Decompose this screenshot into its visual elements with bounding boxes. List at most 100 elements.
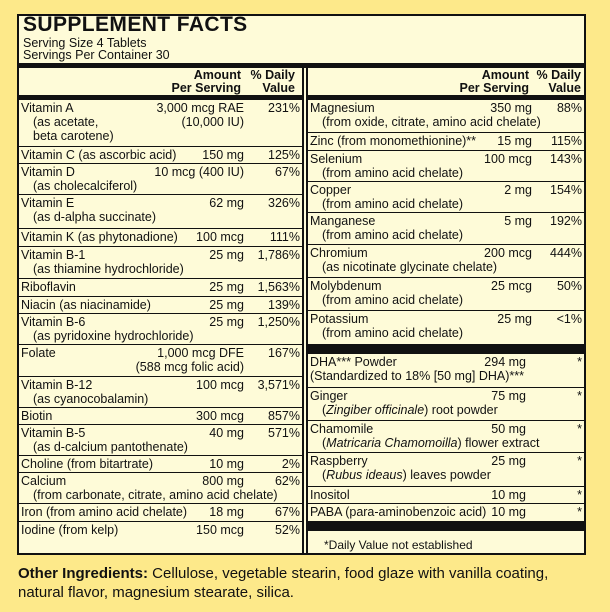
amount-per-serving: 62 mg <box>209 196 244 210</box>
amount-per-serving: 100 mcg <box>196 230 244 244</box>
nutrient-row: Potassium (from amino acid chelate) 25 mg <… <box>308 310 584 344</box>
nutrient-name: Manganese <box>310 214 376 228</box>
amount-per-serving: 25 mg <box>209 248 244 262</box>
nutrient-source: (from oxide, citrate, amino acid chelate… <box>322 115 541 129</box>
daily-value: 143% <box>550 152 582 166</box>
plant-part: ) flower extract <box>457 436 540 450</box>
amount-per-serving: 5 mg <box>504 214 532 228</box>
nutrient-row: Chamomile (Matricaria Chamomoilla) flower… <box>308 420 584 452</box>
nutrient-row: Vitamin C (as ascorbic acid) 150 mg 125% <box>19 146 302 163</box>
daily-value: 231% <box>268 101 300 115</box>
nutrient-name: Molybdenum <box>310 279 382 293</box>
amount-per-serving: 40 mg <box>209 426 244 440</box>
nutrient-name: Folate <box>21 346 56 360</box>
footnote: *Daily Value not established <box>324 538 473 552</box>
nutrient-name: Raspberry <box>310 454 368 468</box>
nutrient-source: (from carbonate, citrate, amino acid che… <box>33 488 278 502</box>
daily-value: * <box>577 389 582 403</box>
daily-value: <1% <box>556 312 582 326</box>
nutrient-name: Vitamin B-6 <box>21 315 86 329</box>
amount-per-serving: 75 mg <box>491 389 526 403</box>
daily-value: 1,250% <box>257 315 300 329</box>
nutrient-source: (as cyanocobalamin) <box>33 392 149 406</box>
amount-per-serving: 294 mg <box>484 355 526 369</box>
amount-per-serving: 50 mg <box>491 422 526 436</box>
nutrient-source: (as d-alpha succinate) <box>33 210 156 224</box>
amount-secondary: (588 mcg folic acid) <box>135 360 244 374</box>
nutrient-source: (from amino acid chelate) <box>322 166 464 180</box>
amount-per-serving: 10 mg <box>491 505 526 519</box>
nutrient-name: Vitamin K (as phytonadione) <box>21 230 178 244</box>
nutrient-source: (as acetate, <box>33 115 99 129</box>
amount-per-serving: 10 mg <box>209 457 244 471</box>
nutrient-name: Vitamin E <box>21 196 75 210</box>
amount-per-serving: 25 mg <box>497 312 532 326</box>
nutrient-source: (as thiamine hydrochloride) <box>33 262 184 276</box>
nutrient-row: Vitamin D (as cholecalciferol) 10 mcg (400… <box>19 163 302 194</box>
daily-value: 2% <box>281 457 300 471</box>
daily-value: 1,786% <box>257 248 300 262</box>
right-amount-header: Amount Per Serving <box>459 68 529 95</box>
nutrient-source: (from amino acid chelate) <box>322 197 464 211</box>
nutrient-source: (as cholecalciferol) <box>33 179 138 193</box>
nutrient-name: Biotin <box>21 409 53 423</box>
amount-per-serving: 25 mg <box>491 454 526 468</box>
amount-per-serving: 150 mcg <box>196 523 244 537</box>
nutrient-row: Choline (from bitartrate) 10 mg 2% <box>19 455 302 472</box>
nutrient-row: Ginger (Zingiber officinale) root powder 7… <box>308 387 584 420</box>
daily-value: 167% <box>268 346 300 360</box>
supplement-facts-panel: SUPPLEMENT FACTS Serving Size 4 Tablets … <box>17 14 586 555</box>
nutrient-row: Copper (from amino acid chelate) 2 mg 154% <box>308 181 584 212</box>
daily-value: 67% <box>274 505 300 519</box>
nutrient-row: Vitamin E (as d-alpha succinate) 62 mg 326% <box>19 194 302 228</box>
nutrient-name: Zinc (from monomethionine)** <box>310 134 477 148</box>
nutrient-source: (Standardized to 18% [50 mg] DHA)*** <box>310 369 524 383</box>
nutrient-row: Vitamin B-6 (as pyridoxine hydrochloride)… <box>19 313 302 344</box>
nutrient-row: PABA (para-aminobenzoic acid) 10 mg * <box>308 503 584 521</box>
amount-per-serving: 25 mg <box>209 280 244 294</box>
daily-value: 139% <box>268 298 300 312</box>
amount-per-serving: 25 mcg <box>491 279 532 293</box>
servings-per-container: Servings Per Container 30 <box>23 48 170 62</box>
amount-per-serving: 100 mcg <box>484 152 532 166</box>
plant-part: ) root powder <box>424 403 498 417</box>
daily-value: 1,563% <box>257 280 300 294</box>
nutrient-name: Vitamin D <box>21 165 75 179</box>
nutrient-row: Chromium (as nicotinate glycinate chelate… <box>308 244 584 277</box>
bottom-separator-bar <box>308 521 584 531</box>
amount-per-serving: 1,000 mcg DFE <box>157 346 244 360</box>
nutrient-row: Folate 1,000 mcg DFE (588 mcg folic acid) 1… <box>19 344 302 376</box>
amount-per-serving: 18 mg <box>209 505 244 519</box>
daily-value: 444% <box>550 246 582 260</box>
nutrient-row: Selenium (from amino acid chelate) 100 mcg… <box>308 150 584 181</box>
right-header-rule <box>308 95 584 100</box>
amount-per-serving: 15 mg <box>497 134 532 148</box>
daily-value: 154% <box>550 183 582 197</box>
nutrient-source: (Rubus ideaus) leaves powder <box>322 468 491 482</box>
daily-value: * <box>577 488 582 502</box>
daily-value: * <box>577 355 582 369</box>
nutrient-source: (as nicotinate glycinate chelate) <box>322 260 498 274</box>
amount-per-serving: 100 mcg <box>196 378 244 392</box>
amount-secondary: (10,000 IU) <box>181 115 244 129</box>
nutrient-name: Ginger <box>310 389 348 403</box>
amount-per-serving: 25 mg <box>209 315 244 329</box>
amount-per-serving: 10 mcg (400 IU) <box>154 165 244 179</box>
daily-value: * <box>577 422 582 436</box>
amount-per-serving: 350 mg <box>490 101 532 115</box>
daily-value: 571% <box>268 426 300 440</box>
botanical-name: Matricaria Chamomoilla <box>326 436 458 450</box>
nutrient-row: Biotin 300 mcg 857% <box>19 407 302 424</box>
daily-value: 67% <box>274 165 300 179</box>
daily-value: 88% <box>556 101 582 115</box>
amount-per-serving: 10 mg <box>491 488 526 502</box>
other-ingredients-label: Other Ingredients: <box>18 565 149 582</box>
nutrient-name: Vitamin B-5 <box>21 426 86 440</box>
nutrient-name: Vitamin A <box>21 101 74 115</box>
nutrient-row: Riboflavin 25 mg 1,563% <box>19 278 302 296</box>
left-header-rule <box>19 95 302 100</box>
nutrient-row: Vitamin B-1 (as thiamine hydrochloride) 25… <box>19 246 302 278</box>
nutrient-row: Molybdenum (from amino acid chelate) 25 mc… <box>308 277 584 310</box>
nutrient-name: Potassium <box>310 312 369 326</box>
column-divider-right <box>306 68 308 553</box>
